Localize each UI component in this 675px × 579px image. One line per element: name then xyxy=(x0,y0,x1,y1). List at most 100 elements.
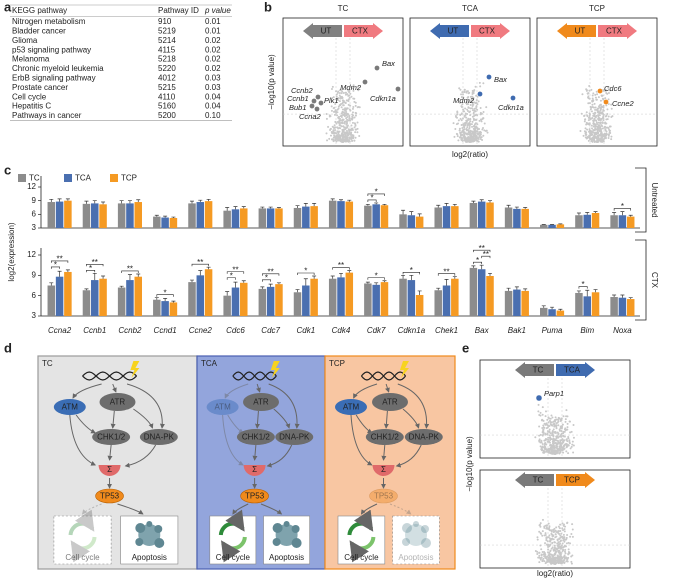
background-point xyxy=(328,115,331,118)
background-point xyxy=(569,542,572,545)
background-point xyxy=(545,537,548,540)
background-point xyxy=(344,127,347,130)
background-point xyxy=(325,132,328,135)
panel-label: a xyxy=(4,0,12,14)
background-point xyxy=(560,427,563,430)
table-cell: 5160 xyxy=(158,102,176,111)
background-point xyxy=(546,433,549,436)
bar xyxy=(275,284,283,316)
background-point xyxy=(591,127,594,130)
background-point xyxy=(562,524,565,527)
background-point xyxy=(335,122,338,125)
node-label: TP53 xyxy=(374,492,394,501)
background-point xyxy=(556,557,559,560)
background-point xyxy=(339,97,342,100)
background-point xyxy=(328,137,331,140)
background-point xyxy=(548,545,551,548)
background-point xyxy=(358,135,361,138)
background-point xyxy=(546,430,549,433)
error-bar xyxy=(268,283,273,287)
background-point xyxy=(548,434,551,437)
background-point xyxy=(585,88,588,91)
background-point xyxy=(600,124,603,127)
background-point xyxy=(344,101,347,104)
background-point xyxy=(479,138,482,141)
background-point xyxy=(550,532,553,535)
background-point xyxy=(585,137,588,140)
background-point xyxy=(592,119,595,122)
background-point xyxy=(546,527,549,530)
background-point xyxy=(558,429,561,432)
background-point xyxy=(594,124,597,127)
background-point xyxy=(352,105,355,108)
error-bar xyxy=(347,270,352,273)
background-point xyxy=(542,428,545,431)
arrow-left xyxy=(515,472,554,488)
background-point xyxy=(457,119,460,122)
background-point xyxy=(544,555,547,558)
background-point xyxy=(550,444,553,447)
background-point xyxy=(474,107,477,110)
background-point xyxy=(354,124,357,127)
error-bar xyxy=(479,264,484,270)
panel-label: b xyxy=(264,0,272,14)
background-point xyxy=(591,103,594,106)
bar xyxy=(540,307,548,316)
background-point xyxy=(588,128,591,131)
gene-label: Mdm2 xyxy=(340,83,362,92)
background-point xyxy=(476,128,479,131)
bar xyxy=(407,280,416,316)
bar xyxy=(275,208,283,228)
background-point xyxy=(468,123,471,126)
background-point xyxy=(471,109,474,112)
background-point xyxy=(352,89,355,92)
background-point xyxy=(346,112,349,115)
background-point xyxy=(563,435,566,438)
outcome-label: Apoptosis xyxy=(398,553,433,562)
background-point xyxy=(559,547,562,550)
background-point xyxy=(559,554,562,557)
significance-label: ** xyxy=(232,265,238,274)
background-point xyxy=(458,136,461,139)
lightning-icon xyxy=(400,361,409,378)
background-point xyxy=(605,118,608,121)
background-point xyxy=(333,113,336,116)
background-point xyxy=(569,535,572,538)
y-axis-label: −log10(p value) xyxy=(267,54,276,110)
bar xyxy=(434,207,442,228)
error-bar xyxy=(514,206,519,209)
background-point xyxy=(610,107,613,110)
background-point xyxy=(558,527,561,530)
error-bar xyxy=(303,203,308,207)
background-point xyxy=(327,125,330,128)
bar xyxy=(99,278,107,316)
background-point xyxy=(604,129,607,132)
background-point xyxy=(566,445,569,448)
background-point xyxy=(561,527,564,530)
legend-label: TCP xyxy=(121,174,137,183)
error-bar xyxy=(452,276,457,279)
pathway-node xyxy=(404,429,443,445)
background-point xyxy=(541,550,544,553)
background-point xyxy=(339,117,342,120)
error-bar xyxy=(471,265,476,268)
gene-label: Plk1 xyxy=(324,96,339,105)
node-label: ATM xyxy=(343,403,360,412)
pathway-arrow xyxy=(260,503,283,515)
pathway-arrow xyxy=(75,414,96,434)
background-point xyxy=(566,426,569,429)
background-point xyxy=(547,522,550,525)
background-point xyxy=(460,137,463,140)
background-point xyxy=(591,133,594,136)
background-point xyxy=(602,113,605,116)
background-point xyxy=(350,124,353,127)
panel-label: d xyxy=(4,340,12,355)
background-point xyxy=(542,419,545,422)
error-bar xyxy=(49,198,54,203)
background-point xyxy=(534,550,537,553)
background-point xyxy=(482,134,485,137)
significance-bracket xyxy=(481,255,491,259)
apoptosis-icon xyxy=(405,524,427,546)
background-point xyxy=(476,108,479,111)
background-point xyxy=(344,120,347,123)
